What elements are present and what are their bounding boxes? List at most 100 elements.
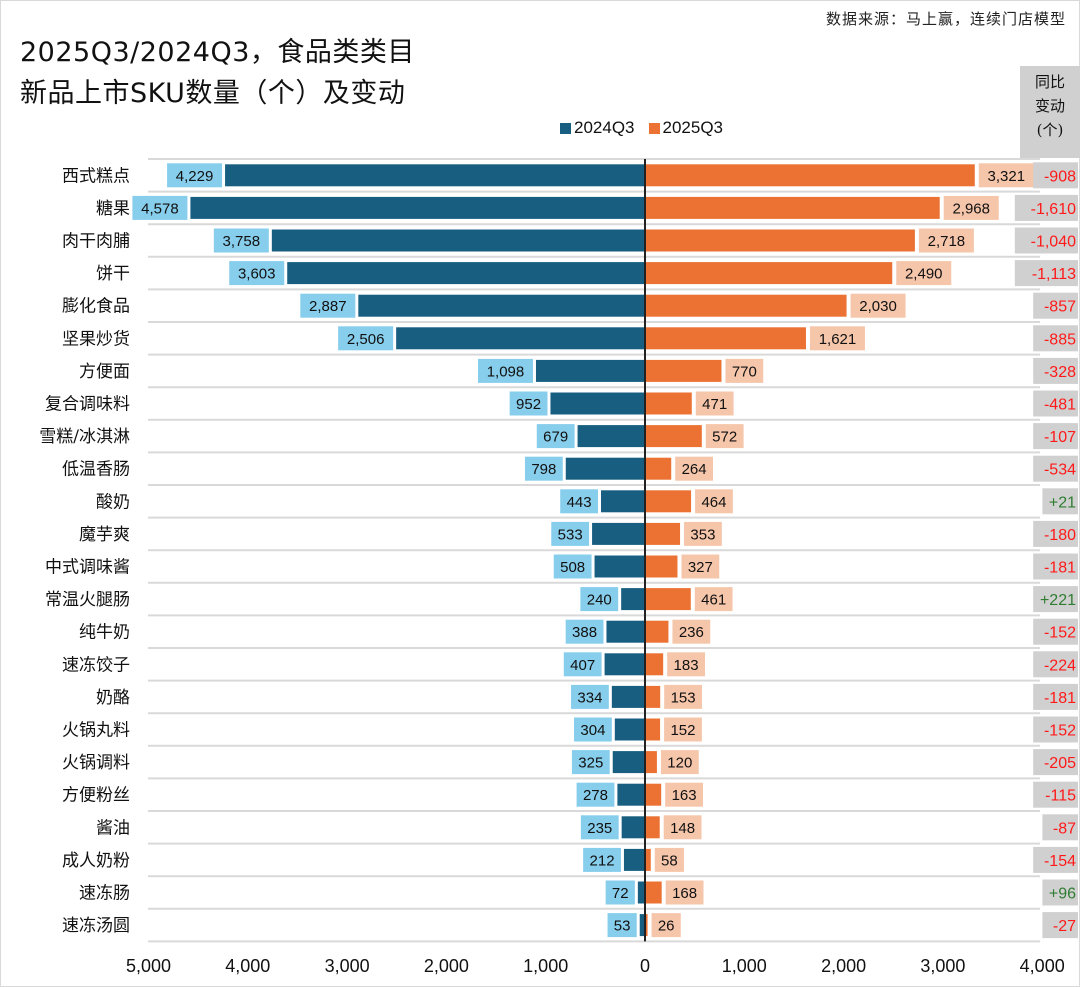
data-label-bg-2025q3 [663, 815, 702, 840]
yoy-change-bg [1033, 292, 1078, 319]
x-tick-label: 1,000 [523, 956, 568, 976]
x-tick-label: 3,000 [325, 956, 370, 976]
category-label: 雪糕/冰淇淋 [39, 427, 130, 447]
data-label-2025q3: 152 [670, 722, 695, 739]
yoy-change-value: -181 [1044, 690, 1076, 707]
category-label: 奶酪 [96, 688, 130, 708]
data-label-bg-2024q3 [607, 913, 637, 938]
x-tick-label: 2,000 [424, 956, 469, 976]
yoy-change-bg [1014, 227, 1078, 254]
category-label: 火锅调料 [62, 753, 130, 773]
bar-2025q3 [645, 620, 669, 643]
bar-2025q3 [645, 392, 692, 415]
data-label-2024q3: 4,229 [176, 168, 214, 185]
yoy-change-value: -154 [1044, 853, 1076, 870]
yoy-change-bg [1014, 260, 1078, 287]
bar-2025q3 [645, 294, 847, 317]
yoy-change-value: +96 [1049, 886, 1076, 903]
data-label-2024q3: 240 [587, 592, 612, 609]
data-label-bg-2024q3 [477, 358, 533, 383]
data-label-bg-2025q3 [695, 489, 733, 514]
data-label-bg-2024q3 [565, 619, 604, 644]
data-label-2024q3: 798 [531, 461, 556, 478]
bar-2024q3 [601, 490, 645, 513]
bar-2025q3 [645, 881, 662, 904]
category-label: 复合调味料 [45, 395, 130, 415]
data-label-bg-2025q3 [665, 782, 703, 807]
data-label-2024q3: 407 [570, 657, 595, 674]
yoy-change-header: 同比 变动 (个) [1020, 66, 1080, 158]
data-label-bg-2024q3 [580, 587, 619, 612]
category-label: 西式糕点 [62, 166, 130, 186]
data-label-2025q3: 2,490 [905, 266, 943, 283]
yoy-change-value: -27 [1053, 918, 1076, 935]
category-label: 膨化食品 [62, 297, 130, 317]
data-label-2025q3: 353 [690, 526, 715, 543]
bar-2024q3 [358, 294, 645, 317]
data-label-2024q3: 3,603 [238, 266, 276, 283]
legend-label-2024q3: 2024Q3 [574, 118, 635, 137]
data-label-bg-2024q3 [338, 326, 394, 351]
data-label-2024q3: 304 [580, 722, 605, 739]
yoy-change-bg [1033, 520, 1078, 547]
yoy-change-bg [1042, 814, 1078, 841]
yoy-change-value: -885 [1044, 331, 1076, 348]
category-label: 饼干 [96, 264, 130, 284]
category-label: 低温香肠 [62, 460, 130, 480]
category-label: 速冻饺子 [62, 655, 130, 675]
data-label-bg-2025q3 [809, 326, 865, 351]
yoy-change-bg [1042, 488, 1078, 515]
bar-2024q3 [639, 914, 645, 937]
yoy-change-bg [1033, 357, 1078, 384]
yoy-change-value: -534 [1044, 462, 1076, 479]
data-label-bg-2025q3 [672, 619, 711, 644]
data-label-bg-2025q3 [667, 652, 705, 677]
data-label-bg-2024q3 [300, 293, 356, 318]
chart-title: 2025Q3/2024Q3，食品类类目 新品上市SKU数量（个）及变动 [20, 32, 415, 114]
yoy-change-bg [1033, 423, 1078, 450]
data-label-bg-2024q3 [551, 521, 590, 546]
category-label: 纯牛奶 [79, 623, 130, 643]
bar-2025q3 [645, 653, 664, 676]
data-source-note: 数据来源：马上赢，连续门店模型 [825, 10, 1066, 28]
bar-2025q3 [645, 718, 661, 741]
data-label-2024q3: 4,578 [141, 200, 179, 217]
yoy-change-value: -205 [1044, 755, 1076, 772]
data-label-bg-2025q3 [660, 750, 699, 775]
bar-2024q3 [604, 653, 645, 676]
data-label-2024q3: 952 [516, 396, 541, 413]
yoy-change-value: -857 [1044, 299, 1076, 316]
yoy-change-value: -481 [1044, 397, 1076, 414]
bar-2024q3 [614, 718, 645, 741]
data-label-bg-2025q3 [850, 293, 906, 318]
bar-2024q3 [621, 816, 645, 839]
data-label-2024q3: 325 [578, 755, 603, 772]
data-label-bg-2024q3 [576, 782, 615, 807]
yoy-change-value: -180 [1044, 527, 1076, 544]
data-label-2025q3: 327 [688, 559, 713, 576]
bar-2025q3 [645, 327, 806, 350]
data-label-bg-2025q3 [918, 228, 974, 253]
data-label-bg-2025q3 [664, 684, 702, 709]
bar-2025q3 [645, 848, 651, 871]
bar-2024q3 [623, 848, 645, 871]
yoy-change-bg [1033, 162, 1078, 189]
x-tick-label: 4,000 [1020, 956, 1065, 976]
yoy-change-bg [1042, 879, 1078, 906]
legend-swatch-2024q3 [560, 122, 571, 134]
x-tick-label: 1,000 [722, 956, 767, 976]
yoy-change-value: -224 [1044, 657, 1076, 674]
data-label-bg-2024q3 [524, 456, 563, 481]
yoy-change-bg [1033, 683, 1078, 710]
x-tick-label: 3,000 [920, 956, 965, 976]
yoy-change-value: -181 [1044, 560, 1076, 577]
data-label-bg-2025q3 [695, 391, 734, 416]
legend-item-2025q3: 2025Q3 [648, 118, 723, 138]
data-label-2025q3: 168 [672, 885, 697, 902]
yoy-change-value: -1,610 [1031, 201, 1076, 218]
data-label-2025q3: 26 [658, 918, 675, 935]
bar-2025q3 [645, 262, 893, 285]
data-label-bg-2024q3 [605, 880, 635, 905]
data-label-2025q3: 120 [667, 755, 692, 772]
data-label-2025q3: 471 [702, 396, 727, 413]
